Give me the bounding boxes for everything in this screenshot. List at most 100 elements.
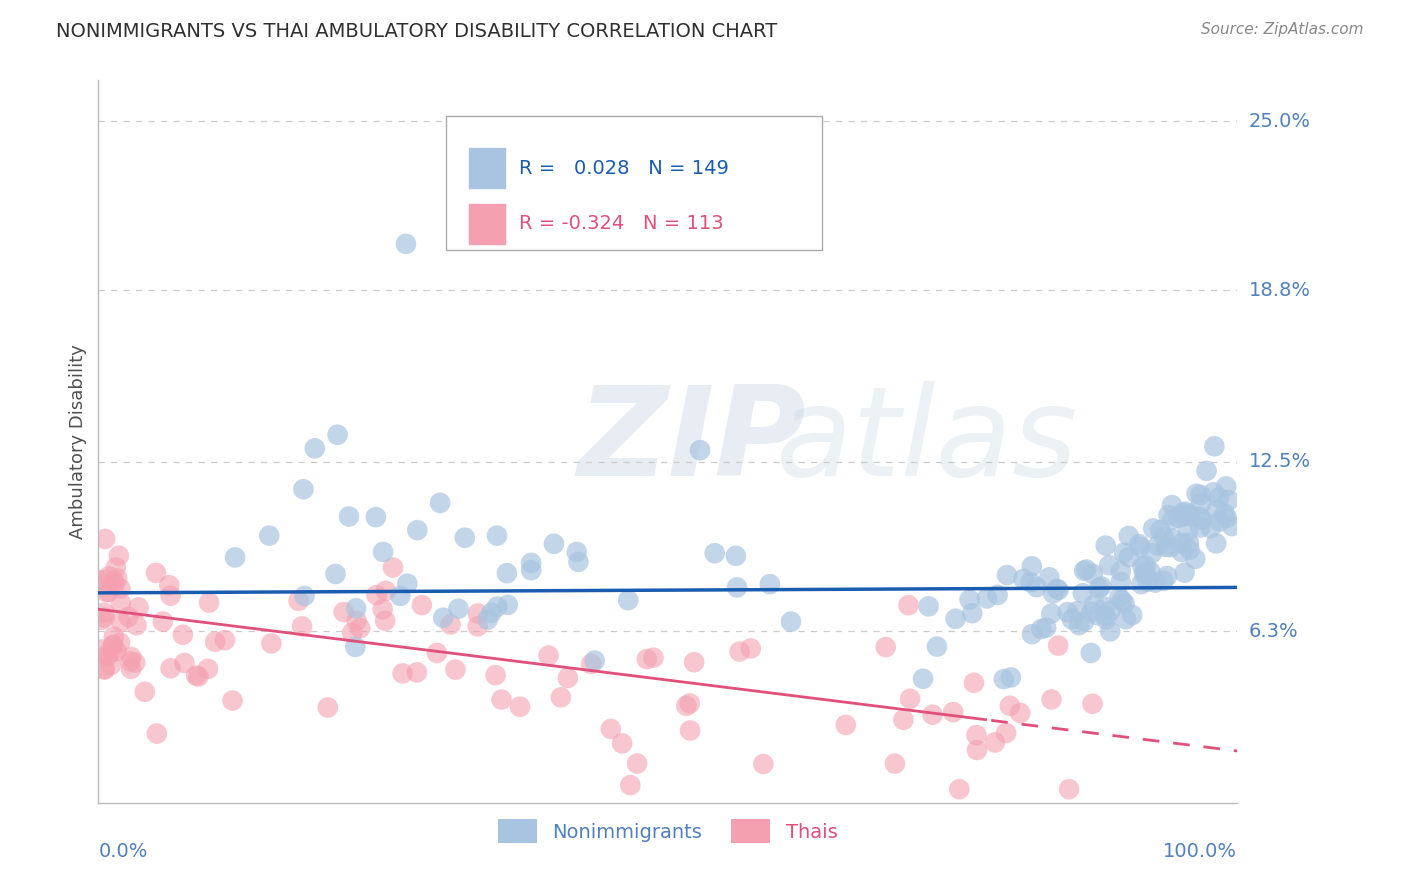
Point (1146, 538, 1168, 552)
Point (1189, 488, 1212, 502)
Point (103, 574, 125, 589)
Point (1189, 497, 1212, 511)
Text: atlas: atlas (776, 381, 1078, 502)
Point (157, 578, 180, 592)
Point (103, 630, 125, 644)
Point (752, 757, 775, 772)
Point (689, 443, 711, 458)
Point (1012, 572, 1035, 586)
Point (912, 672, 935, 686)
Point (467, 607, 489, 621)
Point (898, 691, 921, 706)
Point (396, 576, 419, 591)
Point (221, 693, 243, 707)
Text: 100.0%: 100.0% (1163, 842, 1237, 861)
Point (90, 642, 112, 657)
Point (467, 619, 489, 633)
Point (1130, 577, 1153, 591)
Point (486, 599, 509, 614)
Point (406, 665, 429, 680)
Point (1213, 507, 1236, 521)
Point (429, 496, 451, 510)
Point (1178, 536, 1201, 550)
Point (374, 583, 396, 598)
Point (643, 650, 665, 665)
Point (1099, 624, 1122, 639)
Point (197, 662, 219, 676)
Point (1161, 513, 1184, 527)
Point (1076, 562, 1098, 576)
Point (724, 549, 747, 563)
Point (120, 654, 142, 668)
Point (1205, 503, 1227, 517)
Point (1133, 566, 1156, 581)
Point (998, 698, 1021, 713)
Point (204, 634, 226, 648)
Point (835, 718, 858, 732)
Point (995, 726, 1018, 740)
Point (543, 537, 565, 551)
Point (1108, 591, 1130, 605)
Point (444, 663, 467, 677)
Point (159, 661, 181, 675)
Point (110, 596, 132, 610)
Point (1099, 603, 1122, 617)
Point (1135, 566, 1157, 580)
Point (325, 566, 347, 581)
Point (759, 577, 782, 591)
Point (1057, 782, 1080, 797)
Point (110, 615, 132, 629)
Y-axis label: Ambulatory Disability: Ambulatory Disability (69, 344, 87, 539)
Point (1066, 604, 1088, 618)
Point (1112, 546, 1135, 560)
Point (520, 563, 543, 577)
Point (426, 646, 449, 660)
Point (1021, 559, 1043, 574)
Point (96, 585, 118, 599)
Point (128, 600, 150, 615)
Point (340, 625, 363, 640)
Point (557, 671, 579, 685)
Point (1060, 612, 1083, 626)
Point (1081, 566, 1104, 581)
FancyBboxPatch shape (446, 117, 821, 250)
Text: R =   0.028   N = 149: R = 0.028 N = 149 (519, 159, 728, 178)
Point (780, 615, 803, 629)
Point (304, 442, 326, 456)
Point (134, 685, 156, 699)
Point (187, 669, 209, 683)
Point (626, 756, 648, 771)
Point (965, 728, 987, 742)
Point (90, 613, 112, 627)
Point (224, 550, 246, 565)
Point (1085, 608, 1108, 623)
Point (101, 639, 124, 653)
Point (509, 699, 531, 714)
Point (337, 509, 360, 524)
Point (124, 656, 146, 670)
Point (97, 584, 120, 599)
Point (1170, 545, 1192, 559)
Point (105, 571, 128, 585)
Text: R = -0.324   N = 113: R = -0.324 N = 113 (519, 214, 723, 233)
Point (1178, 507, 1201, 521)
Text: 12.5%: 12.5% (1249, 452, 1310, 472)
Bar (468, 148, 505, 188)
Point (728, 644, 751, 658)
Point (679, 723, 702, 738)
Point (1204, 439, 1226, 453)
Point (411, 598, 433, 612)
Text: NONIMMIGRANTS VS THAI AMBULATORY DISABILITY CORRELATION CHART: NONIMMIGRANTS VS THAI AMBULATORY DISABIL… (56, 22, 778, 41)
Point (110, 582, 132, 596)
Point (120, 649, 142, 664)
Text: 18.8%: 18.8% (1249, 281, 1310, 300)
Point (1139, 565, 1161, 579)
Legend: Nonimmigrants, Thais: Nonimmigrants, Thais (491, 812, 845, 851)
Point (579, 657, 602, 671)
Point (389, 589, 412, 603)
Point (93, 662, 115, 676)
Point (108, 549, 131, 563)
Point (1199, 521, 1222, 535)
Point (439, 617, 461, 632)
Point (883, 756, 905, 771)
